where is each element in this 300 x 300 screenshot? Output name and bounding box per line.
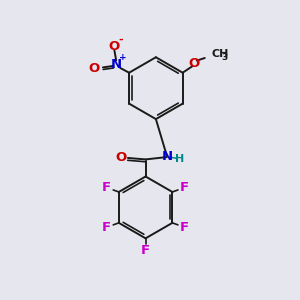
Text: H: H: [175, 154, 184, 164]
Text: -: -: [118, 35, 123, 45]
Text: F: F: [180, 181, 189, 194]
Text: O: O: [109, 40, 120, 53]
Text: N: N: [111, 58, 122, 71]
Text: CH: CH: [212, 49, 229, 58]
Text: O: O: [116, 151, 127, 164]
Text: F: F: [141, 244, 150, 256]
Text: O: O: [188, 57, 200, 70]
Text: F: F: [102, 221, 111, 234]
Text: O: O: [88, 62, 100, 75]
Text: N: N: [161, 150, 172, 163]
Text: +: +: [119, 53, 126, 62]
Text: F: F: [180, 221, 189, 234]
Text: 3: 3: [221, 52, 227, 62]
Text: F: F: [102, 181, 111, 194]
